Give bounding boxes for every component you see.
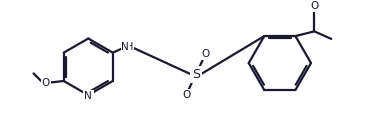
Text: N: N [84,91,92,101]
Text: N: N [121,42,129,52]
Text: S: S [192,68,200,81]
Text: O: O [42,78,50,88]
Text: O: O [310,1,319,11]
Text: H: H [126,42,134,52]
Text: O: O [201,49,209,59]
Text: O: O [182,90,190,100]
